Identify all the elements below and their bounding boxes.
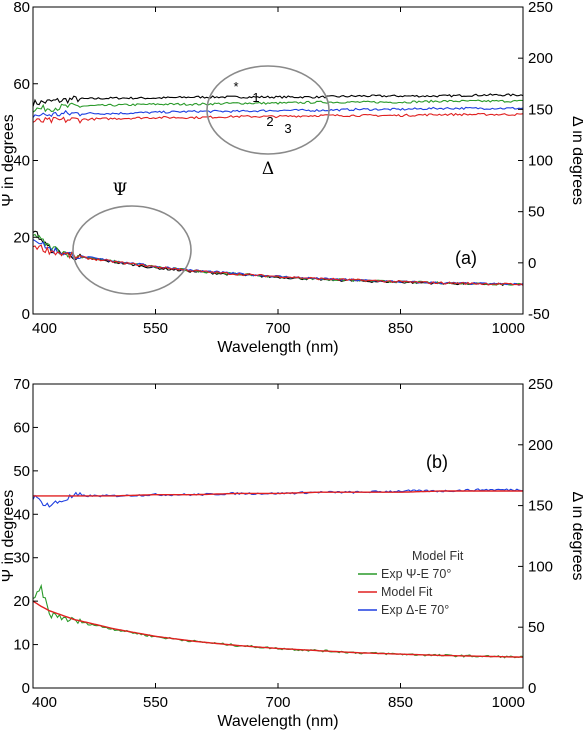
series-line-1-1 xyxy=(33,490,523,497)
y-right-axis-label: Δ in degrees xyxy=(569,492,583,581)
y-right-tick-label: 50 xyxy=(528,619,545,636)
delta-highlight-ellipse xyxy=(206,65,330,155)
x-tick-label: 1000 xyxy=(492,320,525,337)
legend-label: Exp Ψ-E 70° xyxy=(381,567,451,581)
series-line-0-3 xyxy=(32,112,524,124)
y-right-tick-label: -50 xyxy=(528,306,550,323)
y-right-tick-label: 200 xyxy=(528,50,553,67)
series-line-1-3 xyxy=(32,600,524,658)
curve-label-1: 1 xyxy=(252,90,259,105)
y-right-tick-label: 0 xyxy=(528,255,536,272)
series-line-0-7 xyxy=(32,244,524,286)
y-right-axis-label: Δ in degrees xyxy=(569,116,583,205)
curve-label-0: * xyxy=(233,79,238,94)
y-right-tick-label: 150 xyxy=(528,498,553,515)
legend-label: Model Fit xyxy=(381,585,433,599)
y-left-tick-label: 0 xyxy=(22,680,30,697)
y-right-tick-label: 150 xyxy=(528,101,553,118)
curve-label-2: 2 xyxy=(266,114,273,129)
y-right-tick-label: 250 xyxy=(528,0,553,16)
x-tick-label: 550 xyxy=(143,320,168,337)
y-left-tick-label: 50 xyxy=(13,463,30,480)
plot-frame xyxy=(32,6,524,315)
x-tick-label: 700 xyxy=(265,694,290,711)
y-left-tick-label: 0 xyxy=(22,306,30,323)
y-right-tick-label: 200 xyxy=(528,437,553,454)
panel-a: 400 550 700 850 1000 0 20 40 60 80 -50 0 50 100 150 200… xyxy=(0,0,583,356)
x-tick-label: 850 xyxy=(388,320,413,337)
legend-label: Model Fit xyxy=(412,549,464,563)
series-line-0-2 xyxy=(32,106,524,118)
y-left-tick-label: 20 xyxy=(13,593,30,610)
y-left-tick-label: 30 xyxy=(13,550,30,567)
series-line-1-2 xyxy=(32,583,524,659)
y-left-tick-label: 60 xyxy=(13,76,30,93)
panel-b: 400 550 700 850 1000010203040506070050100150… xyxy=(0,376,583,730)
y-left-tick-label: 60 xyxy=(13,419,30,436)
curve-label-3: 3 xyxy=(284,121,291,136)
panel-label: (a) xyxy=(455,248,477,268)
y-left-tick-label: 10 xyxy=(13,637,30,654)
x-tick-label: 400 xyxy=(32,320,57,337)
y-left-axis-label: Ψ in degrees xyxy=(0,490,17,583)
y-right-tick-label: 250 xyxy=(528,376,553,393)
y-left-tick-label: 40 xyxy=(13,153,30,170)
plot-frame xyxy=(32,383,524,689)
x-tick-label: 400 xyxy=(32,694,57,711)
x-axis-label: Wavelength (nm) xyxy=(217,339,338,356)
series-line-0-4 xyxy=(32,230,524,287)
psi-highlight-ellipse xyxy=(72,205,192,295)
legend-label: Exp Δ-E 70° xyxy=(381,603,449,617)
x-tick-label: 850 xyxy=(388,694,413,711)
x-tick-label: 700 xyxy=(265,320,290,337)
y-left-axis-label: Ψ in degrees xyxy=(0,114,17,207)
y-right-tick-label: 100 xyxy=(528,153,553,170)
legend: Model Fit Exp Ψ-E 70° Model Fit Exp Δ-E 70° xyxy=(358,549,464,617)
x-tick-label: 550 xyxy=(143,694,168,711)
series-line-0-1 xyxy=(32,99,524,113)
series-line-0-0 xyxy=(32,93,524,107)
y-left-tick-label: 20 xyxy=(13,229,30,246)
y-left-tick-label: 70 xyxy=(13,376,30,393)
y-right-tick-label: 0 xyxy=(528,680,536,697)
y-left-tick-label: 80 xyxy=(13,0,30,16)
y-right-tick-label: 50 xyxy=(528,204,545,221)
panel-label: (b) xyxy=(426,452,448,472)
series-line-0-6 xyxy=(32,239,524,286)
delta-annotation: Δ xyxy=(262,159,274,179)
y-left-tick-label: 40 xyxy=(13,506,30,523)
x-axis-label: Wavelength (nm) xyxy=(217,713,338,730)
x-tick-label: 1000 xyxy=(492,694,525,711)
psi-annotation: Ψ xyxy=(113,180,128,200)
y-right-tick-label: 100 xyxy=(528,558,553,575)
